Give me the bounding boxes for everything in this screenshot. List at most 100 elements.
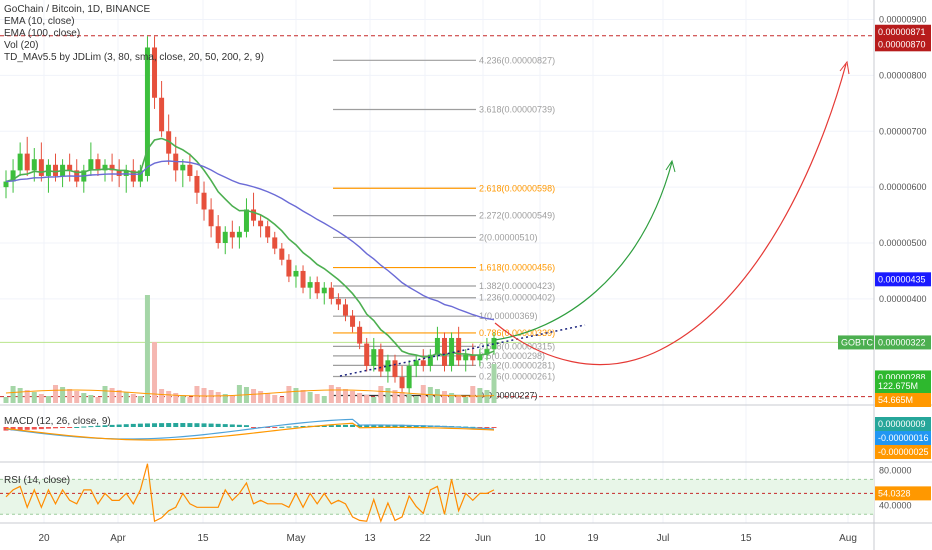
label-text-2: 0.00000435 [878,274,926,284]
volume-bar-13 [95,397,101,403]
date-tick-10: 15 [740,533,752,544]
macd-hist-3 [24,427,30,430]
volume-bar-37 [265,393,271,403]
candle-body-34 [243,209,249,232]
volume-bar-16 [116,390,122,403]
macd-hist-17 [123,424,129,427]
projection-green-arrow [665,159,676,173]
candle-body-23 [166,131,172,154]
volume-bar-11 [81,393,87,403]
candle-body-15 [109,164,115,171]
macd-hist-25 [180,423,186,427]
macd-hist-53 [378,424,384,427]
macd-hist-56 [399,424,405,427]
rsi-pane [0,463,874,524]
volume-bar-52 [371,397,377,403]
volume-bar-36 [258,391,264,403]
trendline [339,324,586,377]
fib-label-10: 0.618(0.00000315) [479,341,555,351]
macd-hist-18 [130,423,136,427]
candle-body-67 [477,354,483,361]
rsi-value-text: 54.0328 [878,488,911,498]
volume-bar-31 [222,394,228,403]
volume-ma-line [5,389,495,397]
volume-bars [3,295,497,403]
date-tick-7: 10 [534,533,546,544]
fib-label-2: 2.618(0.00000598) [479,183,555,193]
candle-body-55 [392,360,398,378]
candle-body-44 [314,282,320,294]
volume-bar-27 [194,386,200,403]
volume-bar-44 [314,394,320,403]
candle-body-22 [159,97,165,132]
volume-bar-51 [364,395,370,403]
volume-bar-46 [328,385,334,403]
volume-bar-38 [272,395,278,403]
volume-bar-35 [251,389,257,403]
volume-bar-41 [293,388,299,403]
fib-label-8: 1(0.00000369) [479,311,538,321]
volume-bar-20 [144,295,150,403]
macd-hist-68 [484,427,490,428]
candle-body-28 [201,192,207,210]
volume-bar-8 [60,387,66,403]
volume-bar-26 [187,397,193,403]
fib-label-14: 0(0.00000227) [479,391,538,401]
candle-body-46 [328,287,334,299]
price-tick-0: 0.00000900 [879,15,927,25]
volume-bar-30 [215,392,221,403]
candle-body-2 [17,153,23,171]
volume-bar-24 [173,393,179,403]
fib-label-5: 1.618(0.00000456) [479,263,555,273]
macd-hist-49 [350,424,356,427]
candle-body-54 [385,360,391,372]
candle-body-38 [272,237,278,249]
candle-body-43 [307,282,313,288]
macd-hist-28 [201,423,207,427]
volume-bar-47 [335,387,341,403]
candle-body-7 [53,164,59,176]
candle-body-50 [357,326,363,344]
candle-body-13 [95,159,101,171]
projection-red-arrow [839,60,850,75]
macd-hist-30 [215,423,221,427]
candle-body-42 [300,270,306,288]
macd-hist-16 [116,424,122,427]
rsi-line [5,463,495,524]
volume-bar-7 [53,385,59,403]
macd-hist-55 [392,424,398,427]
candle-body-36 [258,220,264,227]
macd-hist-41 [293,426,299,428]
price-tick-4: 0.00000500 [879,238,927,248]
macd-hist-38 [272,427,278,428]
macd-hist-9 [67,427,73,428]
macd-hist-33 [236,424,242,427]
rsi-band [0,479,874,515]
date-tick-8: 19 [587,533,599,544]
candle-body-53 [378,349,384,372]
candle-body-39 [279,248,285,260]
candle-body-62 [441,337,447,366]
volume-bar-10 [74,391,80,403]
label-bg-0 [875,24,931,39]
date-tick-2: 15 [197,533,209,544]
macd-hist-39 [279,426,285,428]
macd-hist-52 [371,424,377,427]
volume-bar-43 [307,392,313,403]
candle-body-14 [102,164,108,171]
volume-bar-32 [229,396,235,403]
candle-body-47 [335,298,341,305]
volume-bar-2 [17,388,23,403]
macd-hist-29 [208,423,214,427]
candle-body-59 [420,360,426,366]
candle-body-12 [88,159,94,171]
candle-body-17 [123,170,129,176]
candle-body-60 [427,354,433,366]
date-tick-4: 13 [364,533,376,544]
fib-label-13: 0.236(0.00000261) [479,372,555,382]
volume-bar-48 [342,389,348,403]
volume-bar-9 [67,389,73,403]
macd-hist-31 [222,424,228,427]
macd-hist-4 [31,427,37,430]
